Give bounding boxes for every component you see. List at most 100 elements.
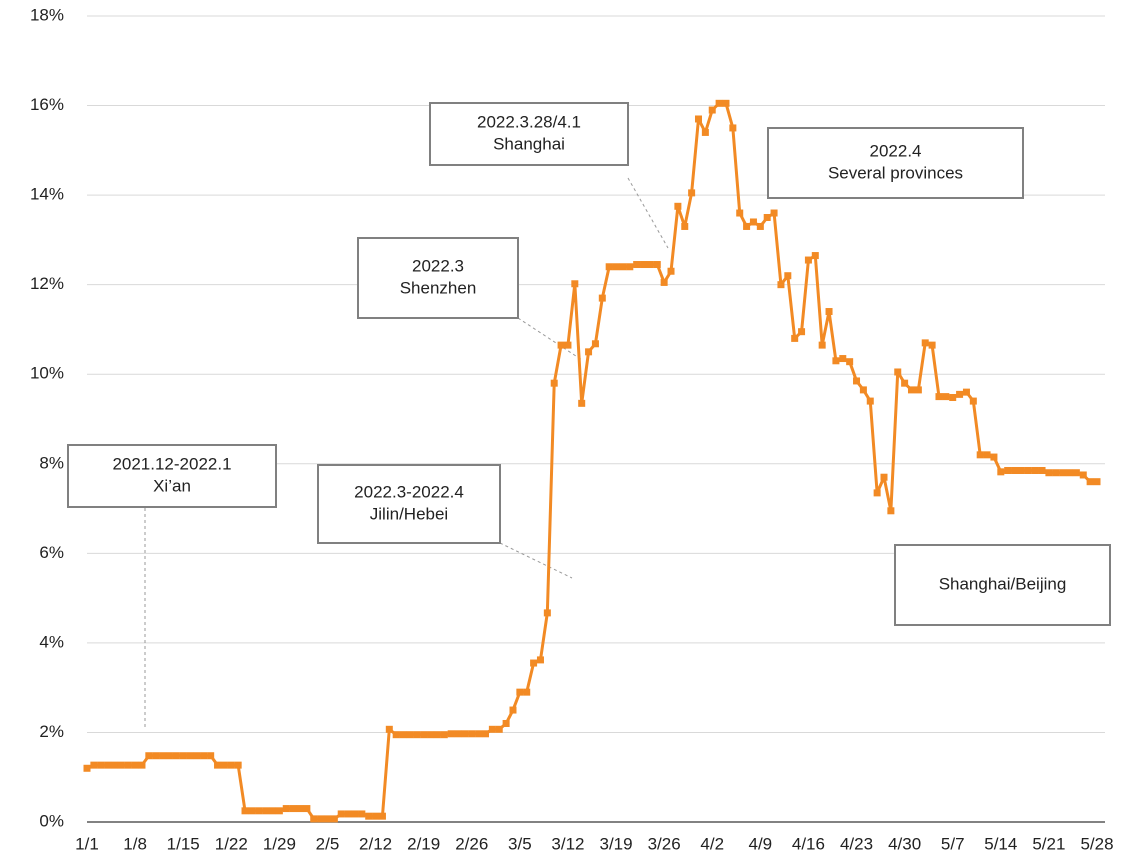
marker (495, 725, 503, 733)
annotation-text: Jilin/Hebei (370, 504, 448, 523)
marker (612, 263, 620, 271)
marker (214, 761, 222, 769)
annotation-text: Xi’an (153, 476, 191, 495)
marker (193, 752, 201, 760)
marker (722, 99, 730, 107)
marker (543, 609, 551, 617)
leader-line (627, 177, 669, 249)
marker (1038, 466, 1046, 474)
marker (873, 489, 881, 497)
annotation-text: 2022.3-2022.4 (354, 482, 464, 501)
marker (756, 222, 764, 230)
x-tick-label: 1/29 (263, 834, 296, 853)
annotation-box (894, 544, 1111, 626)
marker (564, 341, 572, 349)
marker (372, 812, 380, 820)
marker (825, 308, 833, 316)
marker (344, 810, 352, 818)
y-tick-label: 16% (30, 95, 64, 114)
marker (681, 222, 689, 230)
x-tick-label: 3/5 (508, 834, 532, 853)
marker (983, 451, 991, 459)
marker (241, 807, 249, 815)
marker (784, 272, 792, 280)
marker (83, 764, 91, 772)
marker (969, 397, 977, 405)
x-tick-label: 4/9 (749, 834, 773, 853)
x-tick-label: 1/15 (167, 834, 200, 853)
marker (234, 761, 242, 769)
marker (942, 393, 950, 401)
annotation-box (67, 444, 277, 508)
marker (777, 281, 785, 289)
marker (598, 294, 606, 302)
marker (330, 815, 338, 823)
x-tick-label: 3/19 (600, 834, 633, 853)
marker (482, 730, 490, 738)
annotation-text: Shanghai/Beijing (939, 574, 1067, 593)
marker (578, 399, 586, 407)
marker (853, 377, 861, 385)
marker (289, 805, 297, 813)
marker (729, 124, 737, 132)
x-tick-label: 4/23 (840, 834, 873, 853)
marker (255, 807, 263, 815)
annotation-box (357, 237, 519, 319)
annotation-text: Several provinces (828, 163, 963, 182)
x-tick-label: 1/22 (215, 834, 248, 853)
marker (262, 807, 270, 815)
marker (708, 106, 716, 114)
marker (949, 394, 957, 402)
marker (804, 256, 812, 264)
marker (310, 815, 318, 823)
marker (145, 752, 153, 760)
marker (1017, 466, 1025, 474)
marker (117, 761, 125, 769)
marker (530, 659, 538, 667)
marker (152, 752, 160, 760)
marker (138, 761, 146, 769)
x-tick-label: 4/2 (700, 834, 724, 853)
marker (626, 263, 634, 271)
marker (1011, 466, 1019, 474)
x-tick-label: 1/8 (123, 834, 147, 853)
marker (694, 115, 702, 123)
marker (468, 730, 476, 738)
marker (502, 719, 510, 727)
marker (461, 730, 469, 738)
marker (811, 252, 819, 260)
marker (653, 261, 661, 269)
x-tick-label: 5/14 (984, 834, 1017, 853)
marker (172, 752, 180, 760)
annotation-text: Shenzhen (400, 278, 477, 297)
marker (509, 706, 517, 714)
marker (227, 761, 235, 769)
marker (317, 815, 325, 823)
y-tick-label: 0% (39, 811, 64, 830)
marker (269, 807, 277, 815)
marker (798, 328, 806, 336)
marker (337, 810, 345, 818)
y-tick-label: 6% (39, 543, 64, 562)
marker (839, 355, 847, 363)
marker (832, 357, 840, 365)
marker (688, 189, 696, 197)
marker (791, 334, 799, 342)
marker (763, 214, 771, 221)
marker (406, 731, 414, 739)
marker (179, 752, 187, 760)
marker (997, 468, 1005, 476)
marker (743, 222, 751, 230)
annotation-text: 2021.12-2022.1 (112, 454, 231, 473)
marker (976, 451, 984, 459)
annotation-text: 2022.3.28/4.1 (477, 112, 581, 131)
leader-line (517, 317, 583, 361)
marker (990, 453, 998, 461)
marker (571, 280, 579, 288)
marker (488, 725, 496, 733)
marker (447, 730, 455, 738)
marker (956, 390, 964, 398)
y-tick-label: 18% (30, 5, 64, 24)
y-tick-label: 14% (30, 185, 64, 204)
marker (701, 128, 709, 136)
